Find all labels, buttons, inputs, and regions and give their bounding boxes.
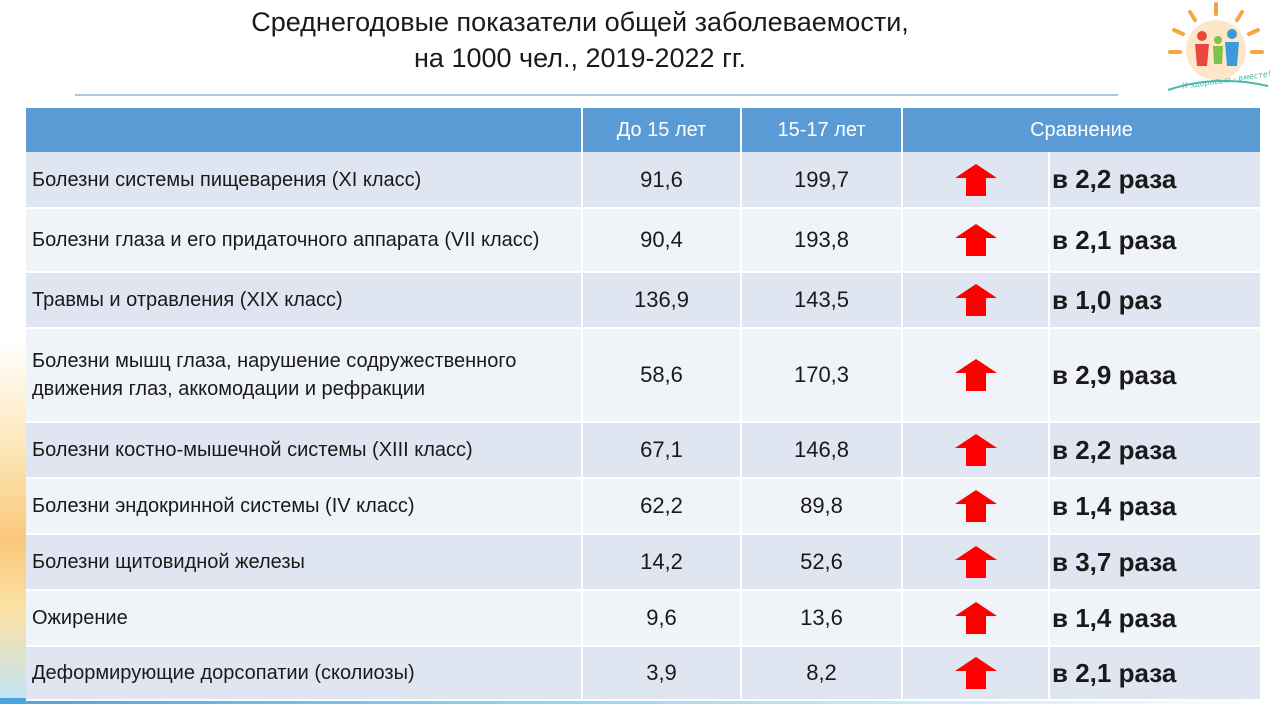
value-under-15: 14,2 xyxy=(582,534,742,591)
trend-cell xyxy=(902,534,1050,591)
table-row: Болезни мышц глаза, нарушение содружеств… xyxy=(26,328,1261,423)
trend-cell xyxy=(902,272,1050,329)
header-disease xyxy=(26,108,583,152)
trend-cell xyxy=(902,328,1050,423)
table-row: Болезни костно-мышечной системы (XIII кл… xyxy=(26,422,1261,479)
ratio-value: в 2,2 раза xyxy=(1049,152,1261,209)
table-row: Деформирующие дорсопатии (сколиозы) 3,9 8,… xyxy=(26,646,1261,701)
value-15-17: 143,5 xyxy=(741,272,903,329)
trend-cell xyxy=(902,646,1050,701)
table-body: Болезни системы пищеварения (XI класс) 91… xyxy=(26,152,1261,701)
up-arrow-icon xyxy=(954,359,997,391)
up-arrow-icon xyxy=(954,657,997,689)
table-row: Болезни эндокринной системы (IV класс) 62… xyxy=(26,478,1261,535)
value-15-17: 146,8 xyxy=(741,422,903,479)
title-line-2: на 1000 чел., 2019-2022 гг. xyxy=(414,43,746,73)
value-under-15: 58,6 xyxy=(582,328,742,423)
disease-name: Болезни щитовидной железы xyxy=(26,534,583,591)
bottom-decoration xyxy=(0,698,1271,704)
up-arrow-icon xyxy=(954,163,997,196)
table-header-row: До 15 лет 15-17 лет Сравнение xyxy=(26,108,1261,152)
ratio-value: в 2,1 раза xyxy=(1049,646,1261,701)
value-under-15: 136,9 xyxy=(582,272,742,329)
up-arrow-icon xyxy=(954,602,997,634)
disease-name: Травмы и отравления (XIX класс) xyxy=(26,272,583,329)
table-row: Травмы и отравления (XIX класс) 136,9 143,… xyxy=(26,272,1261,329)
disease-name: Болезни мышц глаза, нарушение содружеств… xyxy=(26,328,583,423)
ratio-value: в 2,1 раза xyxy=(1049,208,1261,273)
table-row: Болезни системы пищеварения (XI класс) 91… xyxy=(26,152,1261,209)
header-under-15: До 15 лет xyxy=(582,108,742,152)
value-under-15: 90,4 xyxy=(582,208,742,273)
ratio-value: в 2,9 раза xyxy=(1049,328,1261,423)
title-divider xyxy=(75,94,1118,96)
value-15-17: 52,6 xyxy=(741,534,903,591)
left-decoration xyxy=(0,340,26,704)
disease-name: Болезни эндокринной системы (IV класс) xyxy=(26,478,583,535)
ratio-value: в 1,4 раза xyxy=(1049,478,1261,535)
up-arrow-icon xyxy=(954,490,997,522)
value-under-15: 91,6 xyxy=(582,152,742,209)
trend-cell xyxy=(902,208,1050,273)
table-row: Болезни щитовидной железы 14,2 52,6 в 3,7 р… xyxy=(26,534,1261,591)
header-comparison: Сравнение xyxy=(902,108,1261,152)
ratio-value: в 1,4 раза xyxy=(1049,590,1261,647)
value-15-17: 8,2 xyxy=(741,646,903,701)
sun-family-logo-icon: К здоровью - вместе! xyxy=(1167,2,1271,91)
disease-name: Болезни глаза и его придаточного аппарат… xyxy=(26,208,583,273)
value-under-15: 3,9 xyxy=(582,646,742,701)
table-row: Ожирение 9,6 13,6 в 1,4 раза xyxy=(26,590,1261,647)
slide-title: Среднегодовые показатели общей заболевае… xyxy=(80,4,1080,76)
disease-name: Ожирение xyxy=(26,590,583,647)
value-15-17: 89,8 xyxy=(741,478,903,535)
trend-cell xyxy=(902,478,1050,535)
header-15-17: 15-17 лет xyxy=(741,108,903,152)
up-arrow-icon xyxy=(954,434,997,466)
value-under-15: 67,1 xyxy=(582,422,742,479)
up-arrow-icon xyxy=(954,224,997,256)
trend-cell xyxy=(902,590,1050,647)
morbidity-table: До 15 лет 15-17 лет Сравнение Болезни си… xyxy=(26,108,1261,701)
value-under-15: 62,2 xyxy=(582,478,742,535)
up-arrow-icon xyxy=(954,284,997,316)
disease-name: Деформирующие дорсопатии (сколиозы) xyxy=(26,646,583,701)
disease-name: Болезни системы пищеварения (XI класс) xyxy=(26,152,583,209)
table-row: Болезни глаза и его придаточного аппарат… xyxy=(26,208,1261,273)
value-15-17: 170,3 xyxy=(741,328,903,423)
disease-name: Болезни костно-мышечной системы (XIII кл… xyxy=(26,422,583,479)
value-under-15: 9,6 xyxy=(582,590,742,647)
trend-cell xyxy=(902,152,1050,209)
ratio-value: в 1,0 раз xyxy=(1049,272,1261,329)
ratio-value: в 2,2 раза xyxy=(1049,422,1261,479)
ratio-value: в 3,7 раза xyxy=(1049,534,1261,591)
value-15-17: 13,6 xyxy=(741,590,903,647)
value-15-17: 199,7 xyxy=(741,152,903,209)
up-arrow-icon xyxy=(954,546,997,578)
value-15-17: 193,8 xyxy=(741,208,903,273)
trend-cell xyxy=(902,422,1050,479)
title-line-1: Среднегодовые показатели общей заболевае… xyxy=(251,7,909,37)
